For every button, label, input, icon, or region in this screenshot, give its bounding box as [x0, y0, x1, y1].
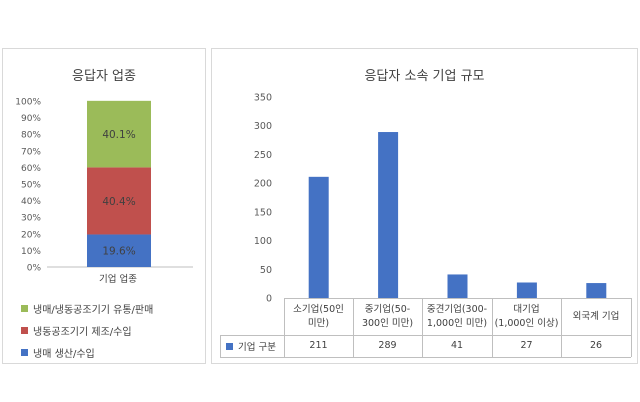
- y-tick-label: 60%: [21, 164, 41, 174]
- category-label-midsize-line1: 중견기업(300-: [426, 304, 488, 315]
- legend-label-distribution: 냉매/냉동공조기기 유통/판매: [33, 305, 154, 316]
- table-col-line-2: [422, 298, 423, 357]
- y-tick-label: 100: [254, 236, 272, 247]
- category-label-midsize: 중견기업(300- 1,000인 미만): [422, 303, 492, 331]
- y-tick-label: 20%: [21, 230, 41, 240]
- y-tick-label: 40%: [21, 197, 41, 207]
- table-mid-line: [220, 335, 631, 336]
- category-label-small: 소기업(50인 미만): [284, 303, 353, 331]
- legend-label-manufacturing: 냉동공조기기 제조/수입: [33, 327, 132, 338]
- table-left-line: [220, 335, 221, 357]
- data-label-1: 40.4%: [102, 196, 135, 208]
- y-tick-label: 200: [254, 179, 272, 190]
- y-tick-label: 250: [254, 150, 272, 161]
- table-legend-key: 기업 구분: [226, 339, 276, 353]
- stacked-bar-segment-2: [87, 100, 151, 168]
- legend-item-distribution: 냉매/냉동공조기기 유통/판매: [21, 301, 153, 316]
- table-col-line-0: [284, 298, 285, 357]
- legend-swatch-refrigerant: [21, 349, 28, 356]
- category-label-midsize-line2: 1,000인 미만): [426, 318, 488, 329]
- table-value-foreign: 26: [589, 340, 603, 351]
- category-label-large-line2: (1,000인 이상): [494, 318, 559, 329]
- table-value-medium: 289: [378, 340, 397, 351]
- industry-category-label: 기업 업종: [99, 274, 137, 285]
- legend-swatch-manufacturing: [21, 327, 28, 334]
- bar-0: [308, 176, 329, 298]
- category-label-large: 대기업 (1,000인 이상): [492, 303, 561, 331]
- table-value-small: 211: [309, 340, 328, 351]
- bar-4: [586, 283, 607, 298]
- y-tick-label: 30%: [21, 214, 41, 224]
- category-label-foreign: 외국계 기업: [561, 310, 631, 324]
- company-size-chart-title: 응답자 소속 기업 규모: [364, 69, 485, 84]
- table-legend-swatch: [226, 342, 233, 350]
- y-tick-label: 50%: [21, 181, 41, 191]
- data-label-2: 40.1%: [102, 129, 135, 141]
- y-tick-label: 0: [266, 294, 272, 305]
- y-tick-label: 100%: [15, 98, 41, 108]
- y-tick-label: 10%: [21, 247, 41, 257]
- stacked-bar-segment-0: [87, 234, 151, 267]
- company-size-chart-panel: 응답자 소속 기업 규모 0 50 100 150 200 250 300 350 소기업(5…: [211, 48, 638, 364]
- legend-item-manufacturing: 냉동공조기기 제조/수입: [21, 323, 132, 338]
- table-value-large: 27: [520, 340, 533, 351]
- legend-label-refrigerant: 냉매 생산/수입: [33, 349, 95, 360]
- company-size-chart-plot: 0 50 100 150 200 250 300 350: [254, 93, 607, 305]
- category-label-medium-line1: 중기업(50-: [364, 304, 411, 315]
- legend-item-refrigerant: 냉매 생산/수입: [21, 345, 95, 360]
- table-legend-label: 기업 구분: [238, 342, 276, 353]
- table-value-midsize: 41: [450, 340, 464, 351]
- y-tick-label: 70%: [21, 147, 41, 157]
- y-tick-label: 0%: [27, 264, 42, 274]
- bar-3: [516, 282, 537, 298]
- industry-chart-plot: 0% 10% 20% 30% 40% 50% 60% 70% 80% 90% 100% 19.6% 40…: [15, 98, 193, 274]
- y-tick-label: 300: [254, 121, 272, 132]
- category-label-foreign-line1: 외국계 기업: [572, 311, 620, 322]
- y-tick-label: 90%: [21, 114, 41, 124]
- table-col-line-1: [353, 298, 354, 357]
- industry-chart-panel: 응답자 업종 0% 10% 20% 30% 40% 50% 60% 70% 80% 90% 100%…: [2, 48, 206, 364]
- category-label-large-line1: 대기업: [513, 304, 540, 315]
- category-label-small-line1: 소기업(50인: [293, 304, 344, 315]
- table-col-line-4: [561, 298, 562, 357]
- bar-2: [447, 274, 468, 298]
- y-tick-label: 350: [254, 93, 272, 104]
- data-label-0: 19.6%: [102, 246, 135, 258]
- industry-chart-title: 응답자 업종: [72, 69, 136, 84]
- category-label-small-line2: 미만): [307, 318, 330, 329]
- y-tick-label: 150: [254, 207, 272, 218]
- table-col-line-3: [492, 298, 493, 357]
- table-col-line-5: [631, 298, 632, 357]
- legend-swatch-distribution: [21, 305, 28, 312]
- category-label-medium: 중기업(50- 300인 미만): [353, 303, 422, 331]
- bar-1: [378, 132, 399, 298]
- table-top-line: [284, 298, 631, 299]
- y-tick-label: 50: [260, 265, 272, 276]
- stacked-bar-segment-1: [87, 167, 151, 235]
- category-label-medium-line2: 300인 미만): [361, 318, 414, 329]
- table-bottom-line: [220, 357, 631, 358]
- y-tick-label: 80%: [21, 131, 41, 141]
